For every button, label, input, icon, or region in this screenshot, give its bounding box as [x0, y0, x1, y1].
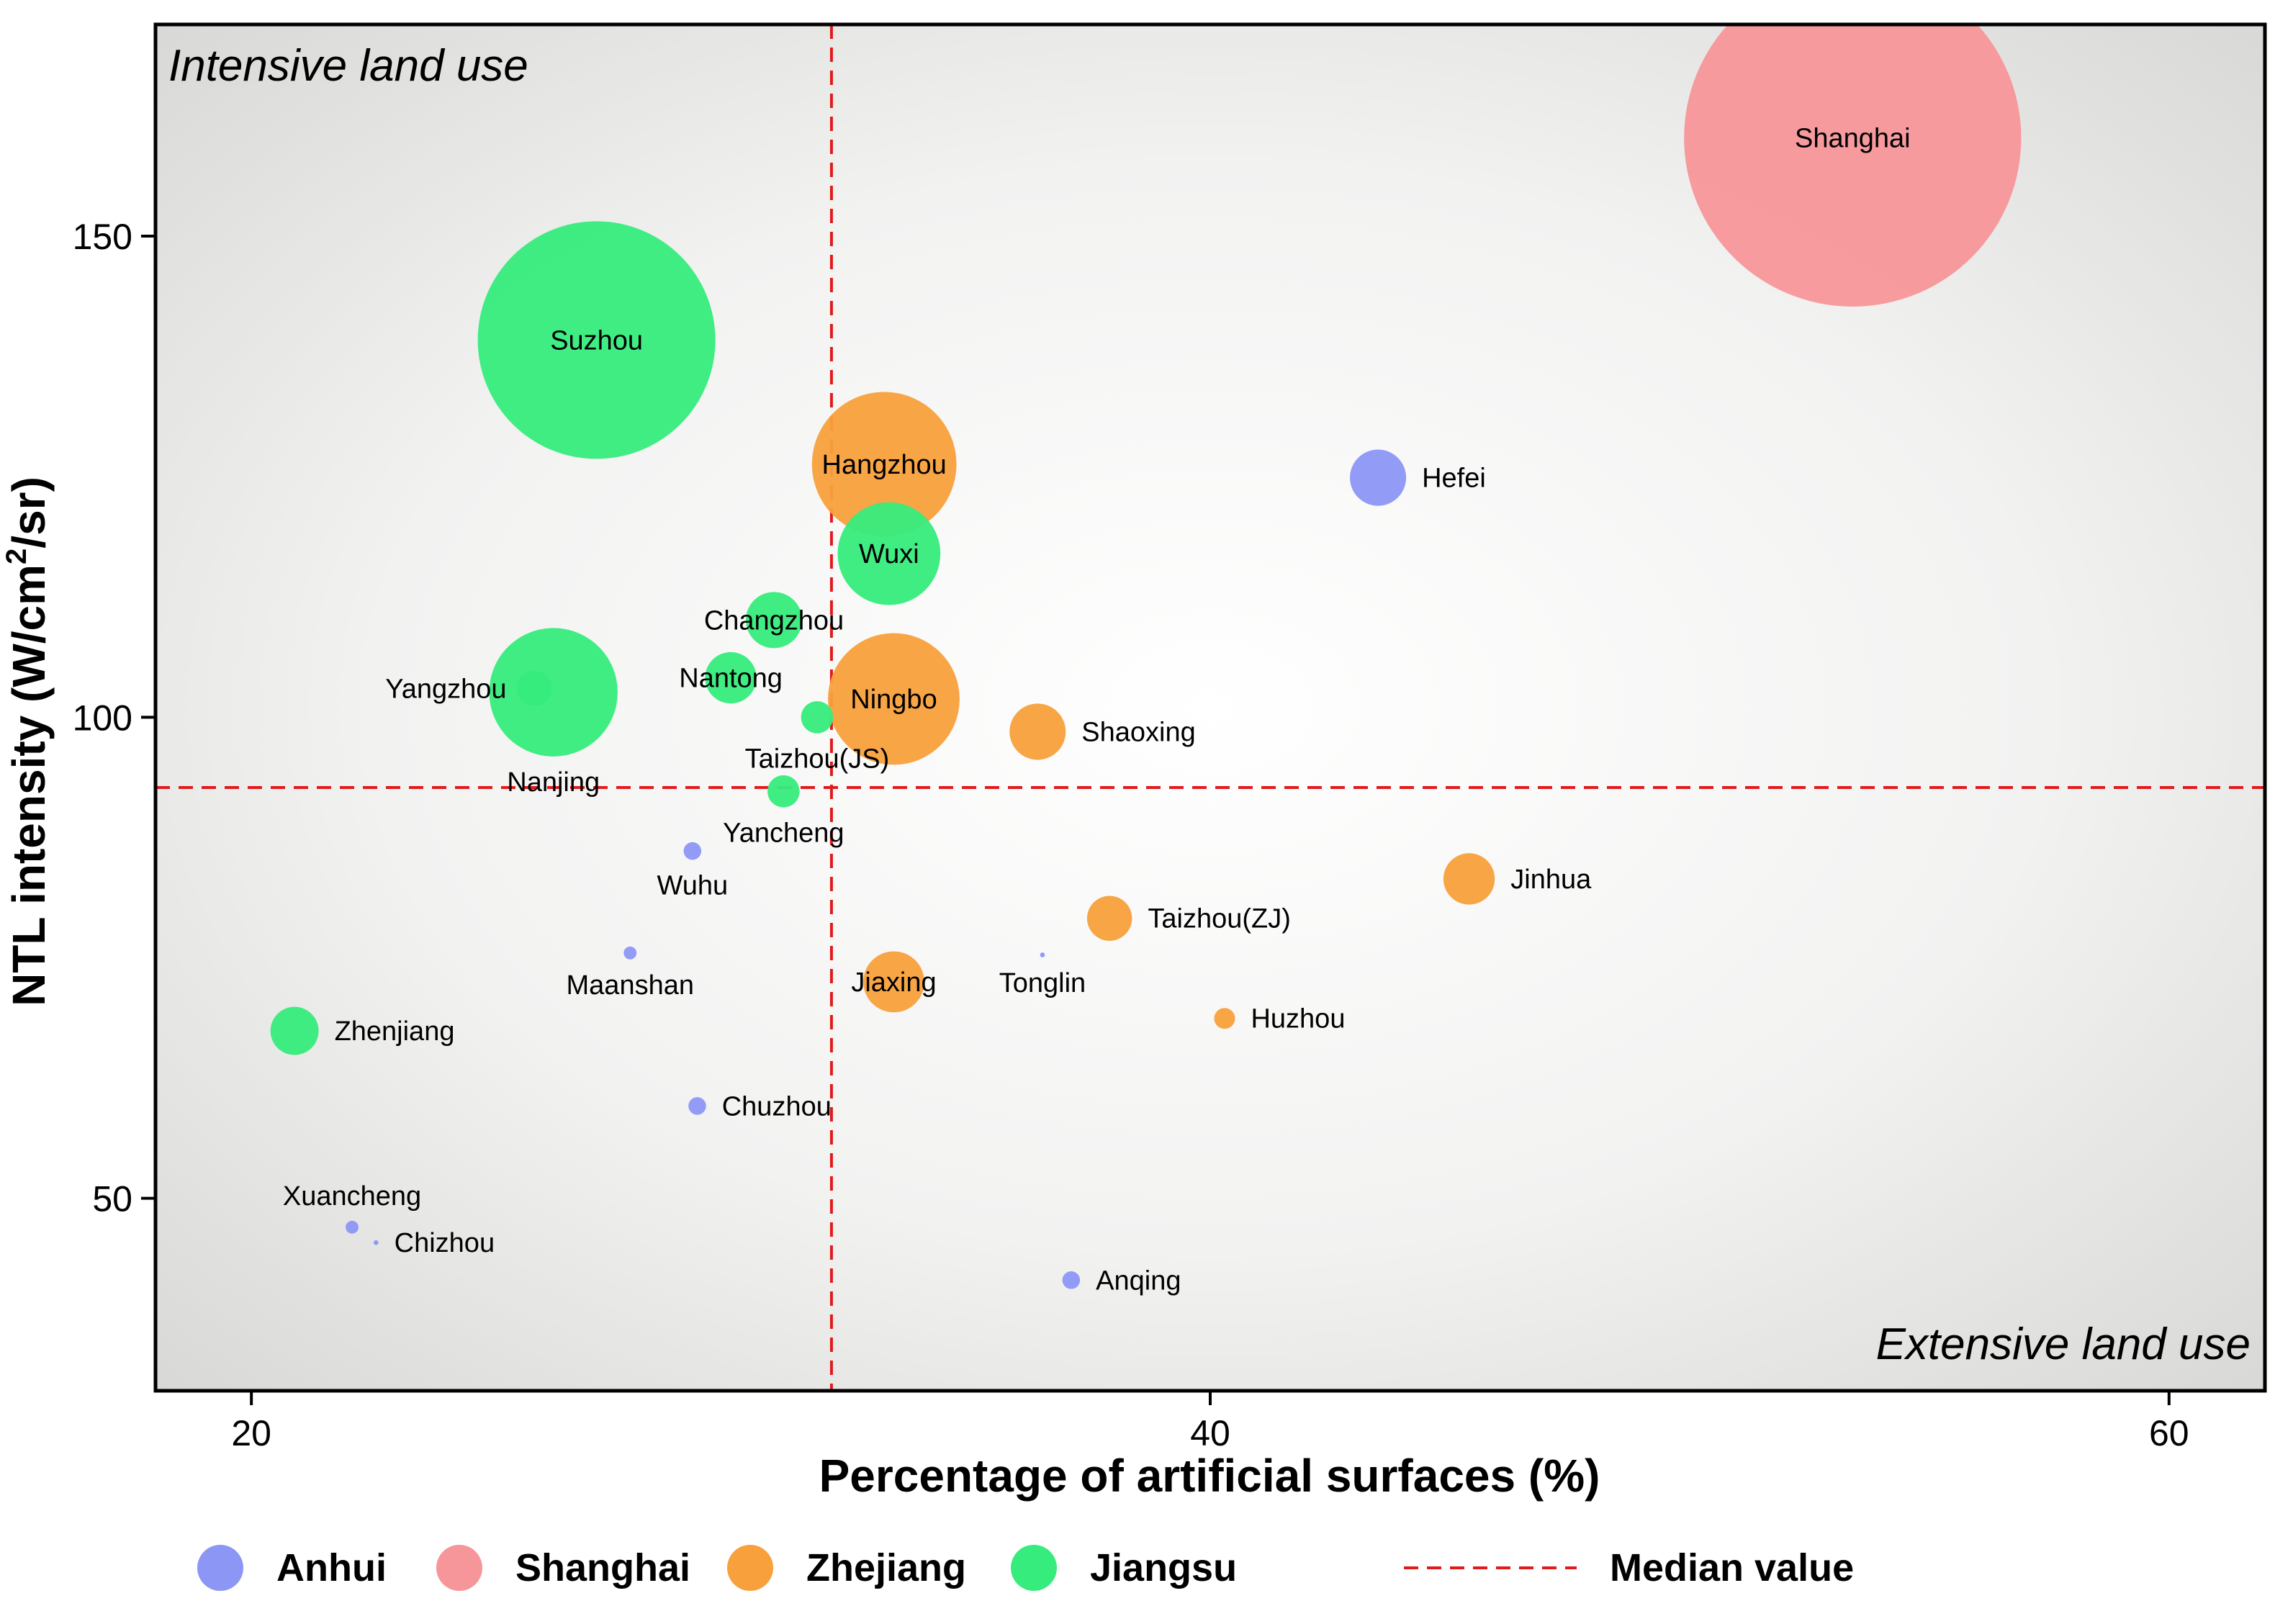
legend: Anhui Shanghai Zhejiang Jiangsu Median value: [197, 1545, 1854, 1591]
bubble-label-hangzhou: Hangzhou: [822, 450, 947, 480]
bubble-label-shaoxing: Shaoxing: [1081, 717, 1195, 747]
bubble-yancheng: [767, 775, 800, 808]
bubble-yangzhou: [516, 670, 552, 706]
y-tick-label-100: 100: [73, 698, 132, 738]
bubble-label-taizhou-zj: Taizhou(ZJ): [1148, 904, 1291, 934]
legend-label-anhui: Anhui: [276, 1546, 387, 1589]
bubble-nantong: [705, 651, 757, 704]
bubble-nanjing: [489, 628, 618, 757]
bubble-label-chizhou: Chizhou: [395, 1228, 495, 1258]
legend-label-shanghai: Shanghai: [515, 1546, 690, 1589]
bubble-label-changzhou: Changzhou: [704, 605, 844, 636]
y-axis-title-end: /sr): [3, 477, 55, 549]
bubble-label-wuxi: Wuxi: [859, 539, 919, 569]
y-axis-title-main: NTL intensity (W/cm: [3, 564, 55, 1006]
bubble-changzhou: [745, 592, 803, 649]
bubble-wuhu: [683, 842, 702, 860]
x-axis-title: Percentage of artificial surfaces (%): [819, 1450, 1600, 1502]
bubble-label-chuzhou: Chuzhou: [722, 1091, 832, 1122]
bubble-label-suzhou: Suzhou: [550, 325, 643, 356]
bubble-jiaxing: [863, 951, 924, 1013]
bubble-label-taizhou-js: Taizhou(JS): [745, 744, 890, 775]
bubble-hangzhou: [811, 392, 957, 537]
annotation-extensive-land-use: Extensive land use: [1876, 1320, 2251, 1369]
bubble-label-huzhou: Huzhou: [1251, 1004, 1345, 1034]
bubble-taizhou-zj: [1086, 896, 1132, 941]
legend-label-median-value: Median value: [1610, 1546, 1854, 1589]
bubble-shanghai: [1684, 24, 2022, 307]
bubble-label-wuhu: Wuhu: [657, 870, 729, 901]
bubble-label-anqing: Anqing: [1096, 1266, 1181, 1296]
bubble-labels: Shanghai Suzhou Hangzhou Wuxi Hefei Changzhou…: [283, 124, 1911, 1296]
axes: 20 40 60 50 100 150: [73, 217, 2189, 1453]
bubble-label-tonglin: Tonglin: [999, 968, 1086, 998]
y-tick-label-150: 150: [73, 217, 132, 257]
bubble-label-jiaxing: Jiaxing: [851, 967, 936, 998]
bubble-jinhua: [1443, 853, 1495, 905]
y-axis-title-superscript: 2: [1, 549, 32, 564]
legend-marker-zhejiang: [727, 1545, 773, 1591]
bubble-shaoxing: [1009, 703, 1066, 760]
bubble-label-xuancheng: Xuancheng: [283, 1181, 421, 1212]
bubble-wuxi: [837, 502, 941, 605]
bubble-zhenjiang: [270, 1006, 319, 1055]
legend-marker-jiangsu: [1011, 1545, 1057, 1591]
bubble-label-hefei: Hefei: [1422, 464, 1486, 494]
bubble-anqing: [1062, 1271, 1081, 1289]
bubble-hefei: [1350, 449, 1407, 506]
y-tick-label-50: 50: [92, 1179, 132, 1219]
x-tick-label-60: 60: [2149, 1413, 2189, 1453]
bubble-chizhou: [373, 1240, 379, 1245]
legend-marker-shanghai: [436, 1545, 482, 1591]
bubble-xuancheng: [346, 1220, 359, 1234]
legend-label-zhejiang: Zhejiang: [806, 1546, 966, 1589]
bubble-ningbo: [828, 633, 960, 765]
annotation-intensive-land-use: Intensive land use: [168, 41, 528, 91]
x-tick-label-20: 20: [231, 1413, 271, 1453]
bubble-label-maanshan: Maanshan: [567, 970, 694, 1001]
y-axis-title: NTL intensity (W/cm2/sr): [1, 477, 55, 1006]
bubble-label-yancheng: Yancheng: [723, 818, 844, 849]
bubble-label-zhenjiang: Zhenjiang: [335, 1016, 455, 1047]
bubble-label-nanjing: Nanjing: [507, 767, 600, 798]
bubble-label-shanghai: Shanghai: [1795, 124, 1911, 154]
x-tick-label-40: 40: [1190, 1413, 1230, 1453]
legend-label-jiangsu: Jiangsu: [1090, 1546, 1237, 1589]
bubble-label-jinhua: Jinhua: [1510, 865, 1592, 895]
bubble-label-ningbo: Ningbo: [850, 685, 937, 715]
bubble-suzhou: [477, 221, 716, 459]
bubble-taizhou-js: [801, 701, 834, 734]
bubble-label-nantong: Nantong: [679, 664, 783, 694]
bubbles: [270, 24, 2022, 1289]
bubble-tonglin: [1040, 952, 1045, 957]
legend-marker-anhui: [197, 1545, 243, 1591]
bubble-huzhou: [1214, 1008, 1235, 1029]
bubble-label-yangzhou: Yangzhou: [385, 674, 506, 704]
bubble-chuzhou: [688, 1097, 706, 1115]
bubble-maanshan: [623, 946, 637, 960]
median-lines: [156, 24, 2265, 1391]
